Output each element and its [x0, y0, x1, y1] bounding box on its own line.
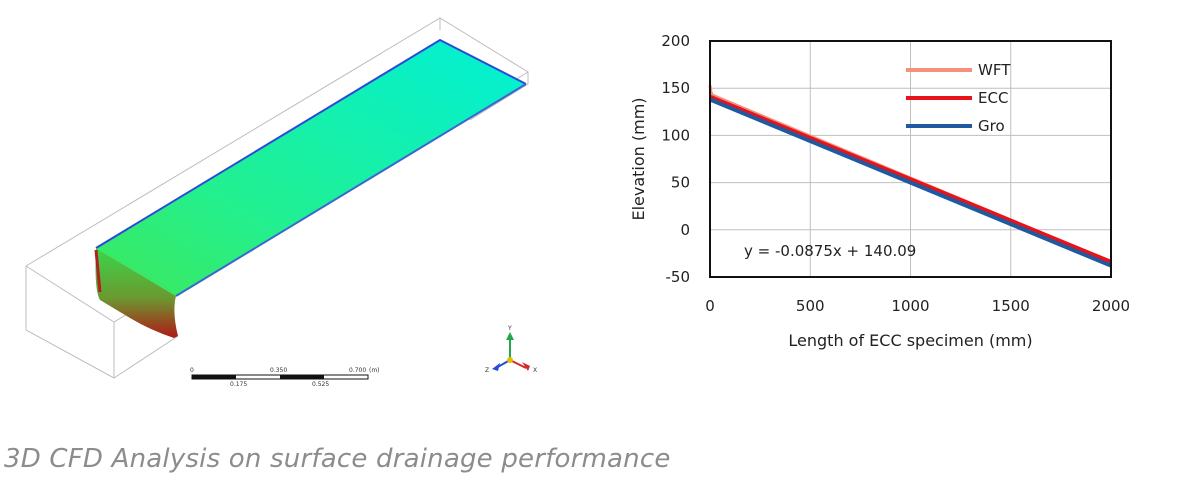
x-tick-labels: 0 500 1000 1500 2000	[705, 297, 1130, 315]
scale-unit: (m)	[369, 367, 380, 374]
y-tick-labels: 200 150 100 50 0 -50	[661, 32, 690, 286]
legend-label-wft: WFT	[978, 61, 1011, 79]
fluid-surface	[96, 40, 526, 296]
scale-label-0175: 0.175	[230, 381, 247, 388]
legend-label-ecc: ECC	[978, 89, 1008, 107]
y-axis-title: Elevation (mm)	[629, 97, 648, 220]
y-tick-label: 0	[680, 221, 690, 239]
scale-label-0700: 0.700	[349, 367, 366, 374]
figure-caption: 3D CFD Analysis on surface drainage perf…	[4, 444, 671, 474]
fluid-edge-right	[175, 83, 527, 297]
x-tick-label: 2000	[1092, 297, 1130, 315]
domain-wireframe	[25, 17, 529, 379]
x-tick-label: 0	[705, 297, 715, 315]
plot-area-frame	[709, 40, 1112, 278]
axis-label-z: Z	[485, 367, 489, 374]
x-tick-label: 500	[796, 297, 825, 315]
fluid-edge-left	[95, 38, 527, 249]
chart-legend: WFT ECC Gro	[906, 61, 1011, 135]
axis-label-y: Y	[507, 325, 512, 332]
front-edge	[94, 249, 102, 293]
x-tick-label: 1000	[891, 297, 929, 315]
legend-label-gro: Gro	[978, 117, 1005, 135]
scale-label-0: 0	[190, 367, 194, 374]
trendline-equation: y = -0.0875x + 140.09	[744, 242, 916, 260]
cfd-visualization: 0 0.350 0.700 (m) 0.175 0.525 Y X Z	[25, 17, 537, 388]
series-line-gro	[709, 97, 1112, 268]
scale-label-0350: 0.350	[270, 367, 287, 374]
y-tick-label: 200	[661, 32, 690, 50]
x-axis-title: Length of ECC specimen (mm)	[788, 331, 1032, 350]
scale-label-0525: 0.525	[312, 381, 329, 388]
series-line-ecc	[709, 94, 1112, 264]
fluid-front-face	[95, 248, 178, 338]
y-tick-label: 150	[661, 79, 690, 97]
x-tick-label: 1500	[992, 297, 1030, 315]
scale-bar: 0 0.350 0.700 (m) 0.175 0.525	[190, 367, 380, 388]
y-tick-label: 100	[661, 126, 690, 144]
axis-label-x: X	[533, 367, 537, 374]
axis-triad-icon: Y X Z	[485, 325, 537, 374]
y-tick-label: -50	[666, 268, 691, 286]
y-tick-label: 50	[671, 174, 690, 192]
